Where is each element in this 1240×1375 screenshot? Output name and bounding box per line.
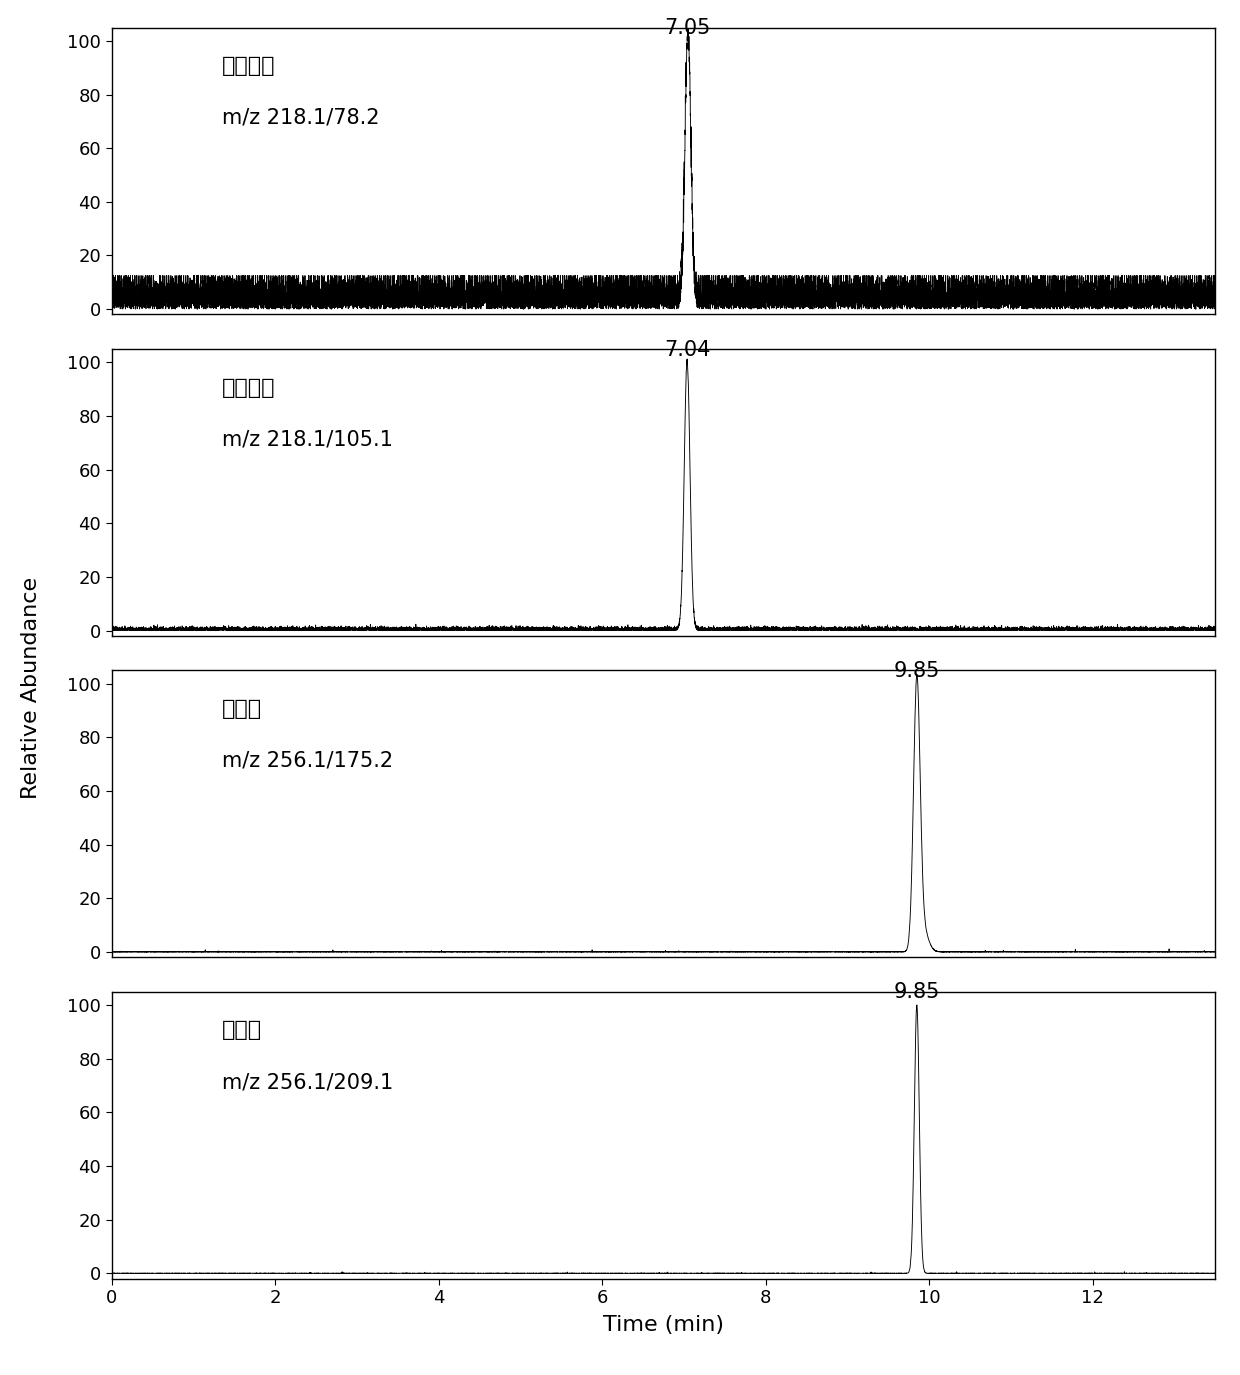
Text: 吵蛳酓同: 吵蛳酓同 [222, 56, 275, 76]
X-axis label: Time (min): Time (min) [603, 1316, 724, 1335]
Text: 吵蛳酓同: 吵蛳酓同 [222, 378, 275, 397]
Text: 吵虫唔: 吵虫唔 [222, 698, 262, 719]
Text: 7.04: 7.04 [663, 340, 711, 360]
Text: m/z 256.1/175.2: m/z 256.1/175.2 [222, 751, 393, 771]
Text: m/z 218.1/105.1: m/z 218.1/105.1 [222, 429, 393, 450]
Text: Relative Abundance: Relative Abundance [21, 576, 41, 799]
Text: 7.05: 7.05 [665, 18, 711, 38]
Text: 吵虫唔: 吵虫唔 [222, 1020, 262, 1041]
Text: 9.85: 9.85 [894, 983, 940, 1002]
Text: 9.85: 9.85 [894, 661, 940, 681]
Text: m/z 256.1/209.1: m/z 256.1/209.1 [222, 1072, 393, 1092]
Text: m/z 218.1/78.2: m/z 218.1/78.2 [222, 107, 379, 128]
